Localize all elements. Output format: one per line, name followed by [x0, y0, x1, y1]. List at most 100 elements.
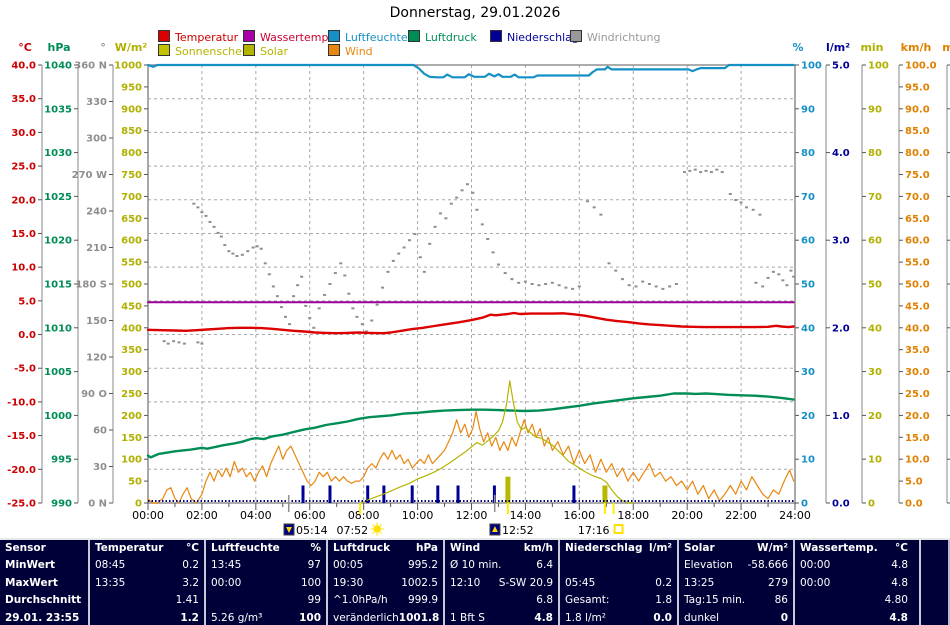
sunrise-marker-icon [373, 525, 381, 533]
legend-item-wassertemp: Wassertemp. [243, 30, 332, 44]
cell-label: 19:30 [333, 576, 364, 589]
legend-item-wind: Wind [328, 44, 373, 58]
temperatur-series [146, 311, 795, 335]
x-tick-label: 24:00 [779, 509, 811, 522]
svg-text:100: 100 [801, 61, 822, 72]
svg-text:40.0: 40.0 [11, 61, 36, 72]
svg-text:180 S: 180 S [75, 280, 107, 291]
svg-text:600: 600 [121, 236, 142, 247]
svg-text:30.0: 30.0 [905, 367, 930, 378]
cell-value: 4.8 [889, 611, 908, 624]
svg-text:65.0: 65.0 [905, 214, 930, 225]
svg-text:30: 30 [93, 462, 107, 473]
svg-text:60: 60 [801, 236, 815, 247]
cell-label: Luftfeuchte [211, 542, 280, 554]
legend-item-sonnenschein: Sonnenschein [158, 44, 252, 58]
cell-value: 4.8 [891, 559, 908, 572]
svg-text:45.0: 45.0 [905, 301, 930, 312]
svg-text:990: 990 [51, 499, 72, 510]
cell-value: 4.8 [534, 611, 553, 624]
svg-text:950: 950 [121, 82, 142, 93]
cell-value: 4.8 [891, 576, 908, 589]
svg-text:900: 900 [121, 104, 142, 115]
svg-text:3.0: 3.0 [832, 236, 850, 247]
cell-label: 00:00 [211, 576, 242, 589]
cell-label: 12:10 [450, 576, 481, 589]
svg-text:25.0: 25.0 [905, 389, 930, 400]
svg-text:0.0: 0.0 [18, 330, 36, 341]
cell-label: 00:00 [800, 559, 831, 572]
axis-hPa: 1040 1035 1030 1025 1020 1015 1010 1005 1000 995 9… [44, 41, 79, 510]
x-tick-label: 10:00 [402, 509, 434, 522]
svg-text:%: % [792, 41, 803, 54]
svg-text:150: 150 [86, 316, 107, 327]
legend-label: Windrichtung [587, 31, 661, 44]
cell-label: dunkel [684, 611, 720, 624]
luftfeuchte-series [146, 63, 795, 79]
cell-value: 0 [780, 611, 788, 624]
svg-text:40: 40 [868, 323, 882, 334]
legend-item-windrichtung: Windrichtung [570, 30, 661, 44]
svg-text:850: 850 [121, 126, 142, 137]
cell-label: Wassertemp. [800, 542, 878, 554]
legend-swatch-icon [490, 30, 502, 42]
luftdruck-series [146, 392, 795, 459]
x-tick-label: 04:00 [240, 509, 272, 522]
svg-text:min: min [860, 41, 883, 54]
svg-text:30: 30 [801, 367, 815, 378]
svg-text:40.0: 40.0 [905, 323, 930, 334]
partial-column [919, 540, 950, 625]
cell-value: 0.0 [653, 611, 672, 624]
cell-label: 13:45 [211, 559, 242, 572]
group-wassertemp: Wassertemp. °C 00:00 4.8 00:00 4.8 4.80 4.8 [793, 540, 913, 625]
svg-text:1000: 1000 [44, 411, 72, 422]
legend-swatch-icon [408, 30, 420, 42]
cell-value: 1.8 [655, 594, 672, 607]
svg-text:150: 150 [121, 433, 142, 444]
svg-text:30: 30 [868, 367, 882, 378]
cell-value: -58.666 [747, 559, 788, 572]
x-tick-label: 02:00 [186, 509, 218, 522]
legend-label: Wind [345, 45, 373, 58]
sun-moon-markers: 05:14 07:52 12:52 17:16 [283, 495, 624, 537]
svg-text:200: 200 [121, 411, 142, 422]
svg-text:m: m [942, 41, 950, 54]
svg-text:995: 995 [51, 455, 72, 466]
cell-label: Luftdruck [333, 542, 391, 554]
svg-text:450: 450 [121, 301, 142, 312]
svg-text:-10.0: -10.0 [7, 397, 36, 408]
svg-text:5.0: 5.0 [905, 477, 923, 488]
svg-text:80: 80 [868, 148, 882, 159]
cell-value: 1.41 [175, 594, 199, 607]
cell-label: 08:45 [95, 559, 126, 572]
svg-text:25.0: 25.0 [11, 162, 36, 173]
legend-swatch-icon [328, 30, 340, 42]
cell-label: Ø 10 min. [450, 559, 502, 572]
svg-text:-15.0: -15.0 [7, 431, 36, 442]
svg-text:330: 330 [86, 97, 107, 108]
x-tick-label: 20:00 [671, 509, 703, 522]
cell-value: °C [186, 542, 199, 554]
svg-text:5.0: 5.0 [18, 296, 36, 307]
cell-value: °C [895, 542, 908, 554]
legend-swatch-icon [158, 44, 170, 56]
svg-text:-20.0: -20.0 [7, 465, 36, 476]
cell-label: 13:35 [95, 576, 126, 589]
chart-legend: Temperatur Wassertemp. Luftfeuchte Luftdruc… [0, 0, 950, 58]
svg-text:60: 60 [93, 426, 107, 437]
legend-label: Luftfeuchte [345, 31, 408, 44]
cell-label: veränderlich [333, 611, 399, 624]
group-luftdruck: Luftdruck hPa 00:05 995.2 19:30 1002.5 ^1.0hPa… [326, 540, 443, 625]
svg-text:80: 80 [801, 148, 815, 159]
svg-text:100.0: 100.0 [905, 61, 937, 72]
legend-item-solar: Solar [243, 44, 288, 58]
svg-text:35.0: 35.0 [905, 345, 930, 356]
legend-swatch-icon [243, 30, 255, 42]
sensor-label-column: Sensor MinWert MaxWert Durchschnitt 29.01. 2… [0, 540, 88, 625]
svg-text:270 W: 270 W [72, 170, 107, 181]
svg-text:240: 240 [86, 207, 107, 218]
svg-text:20: 20 [868, 411, 882, 422]
cell-value: W/m² [757, 542, 788, 554]
svg-text:210: 210 [86, 243, 107, 254]
